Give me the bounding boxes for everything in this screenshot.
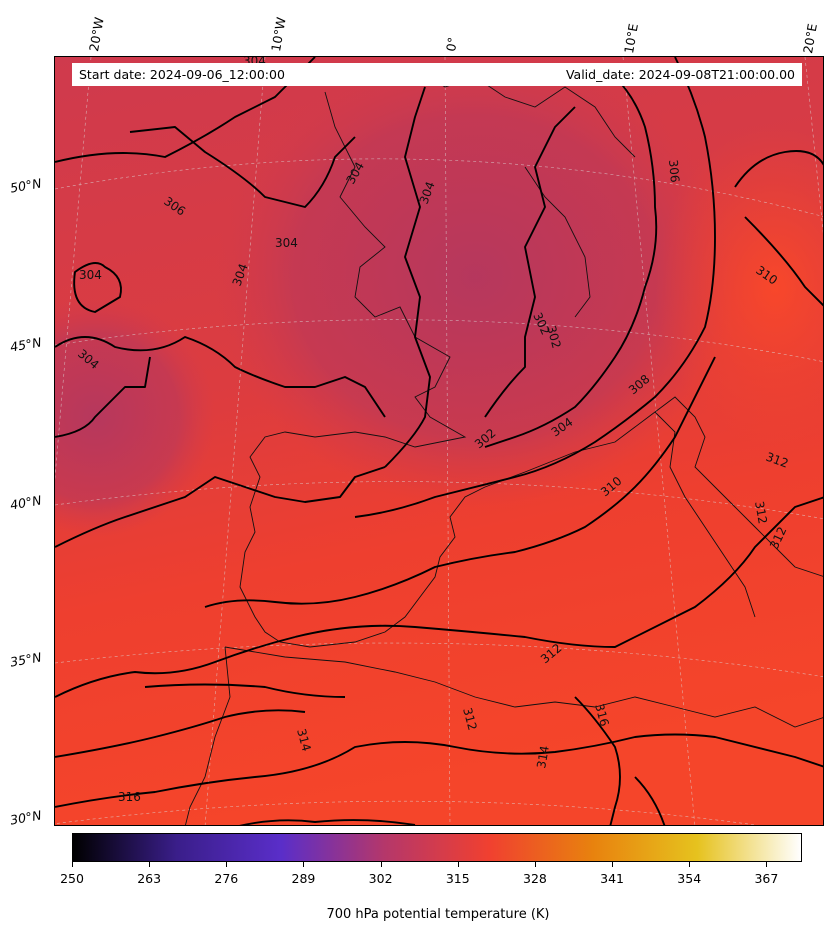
cool-region-west <box>55 297 215 537</box>
colorbar-tick-label: 354 <box>677 871 702 886</box>
contour-label: 304 <box>243 57 266 68</box>
map-panel[interactable]: 304 306 304 304 304 304 304 304 306 310 … <box>54 56 824 826</box>
contour-lines <box>55 57 823 825</box>
lon-label-20w: 20°W <box>86 16 107 53</box>
lat-label-35n: 35°N <box>8 649 43 670</box>
start-date: Start date: 2024-09-06_12:00:00 <box>79 67 285 82</box>
contour-label: 316 <box>118 790 141 804</box>
contour-label: 306 <box>666 159 682 183</box>
colorbar-tick-label: 302 <box>368 871 393 886</box>
colorbar-tick-label: 328 <box>522 871 547 886</box>
lon-label-10e: 10°E <box>621 22 641 55</box>
colorbar-tick-label: 367 <box>754 871 779 886</box>
colorbar-tick-label: 263 <box>137 871 162 886</box>
colorbar-tick-label: 315 <box>445 871 470 886</box>
valid-date: Valid_date: 2024-09-08T21:00:00.00 <box>565 67 795 82</box>
cool-region-france <box>215 57 735 507</box>
colorbar-tick <box>457 862 459 867</box>
contour-label: 314 <box>294 727 313 753</box>
contour-label: 316 <box>592 702 611 728</box>
graticule <box>55 57 823 825</box>
colorbar-tick <box>72 862 73 867</box>
colorbar-title: 700 hPa potential temperature (K) <box>326 907 550 922</box>
colorbar-tick <box>534 862 536 867</box>
contour-label: 304 <box>79 268 102 282</box>
colorbar-tick <box>612 862 614 867</box>
lat-label-50n: 50°N <box>8 175 43 196</box>
date-header: Start date: 2024-09-06_12:00:00 Valid_da… <box>72 63 802 86</box>
warm-region-east <box>655 127 823 447</box>
colorbar-tick <box>226 862 228 867</box>
lat-label-30n: 30°N <box>8 807 43 828</box>
lat-label-40n: 40°N <box>8 492 43 513</box>
colorbar-tick <box>149 862 151 867</box>
colorbar-tick-label: 289 <box>291 871 316 886</box>
colorbar-tick <box>303 862 305 867</box>
contour-label: 312 <box>460 706 479 732</box>
colorbar-tick <box>380 862 382 867</box>
colorbar-tick-label: 276 <box>214 871 239 886</box>
contour-label: 312 <box>752 500 770 525</box>
colorbar-tick <box>766 862 768 867</box>
lon-label-0: 0° <box>443 36 461 53</box>
contour-label: 304 <box>275 236 298 250</box>
contour-label: 302 <box>544 324 563 350</box>
colorbar-tick-label: 250 <box>60 871 84 886</box>
potential-temperature-map: 304 306 304 304 304 304 304 304 306 310 … <box>55 57 823 825</box>
colorbar-tick-label: 341 <box>600 871 625 886</box>
lon-label-20e: 20°E <box>800 22 820 55</box>
colorbar <box>72 833 802 862</box>
colorbar-tick <box>689 862 691 867</box>
lon-label-10w: 10°W <box>268 16 289 53</box>
contour-label: 314 <box>534 745 552 770</box>
lat-label-45n: 45°N <box>8 334 43 355</box>
